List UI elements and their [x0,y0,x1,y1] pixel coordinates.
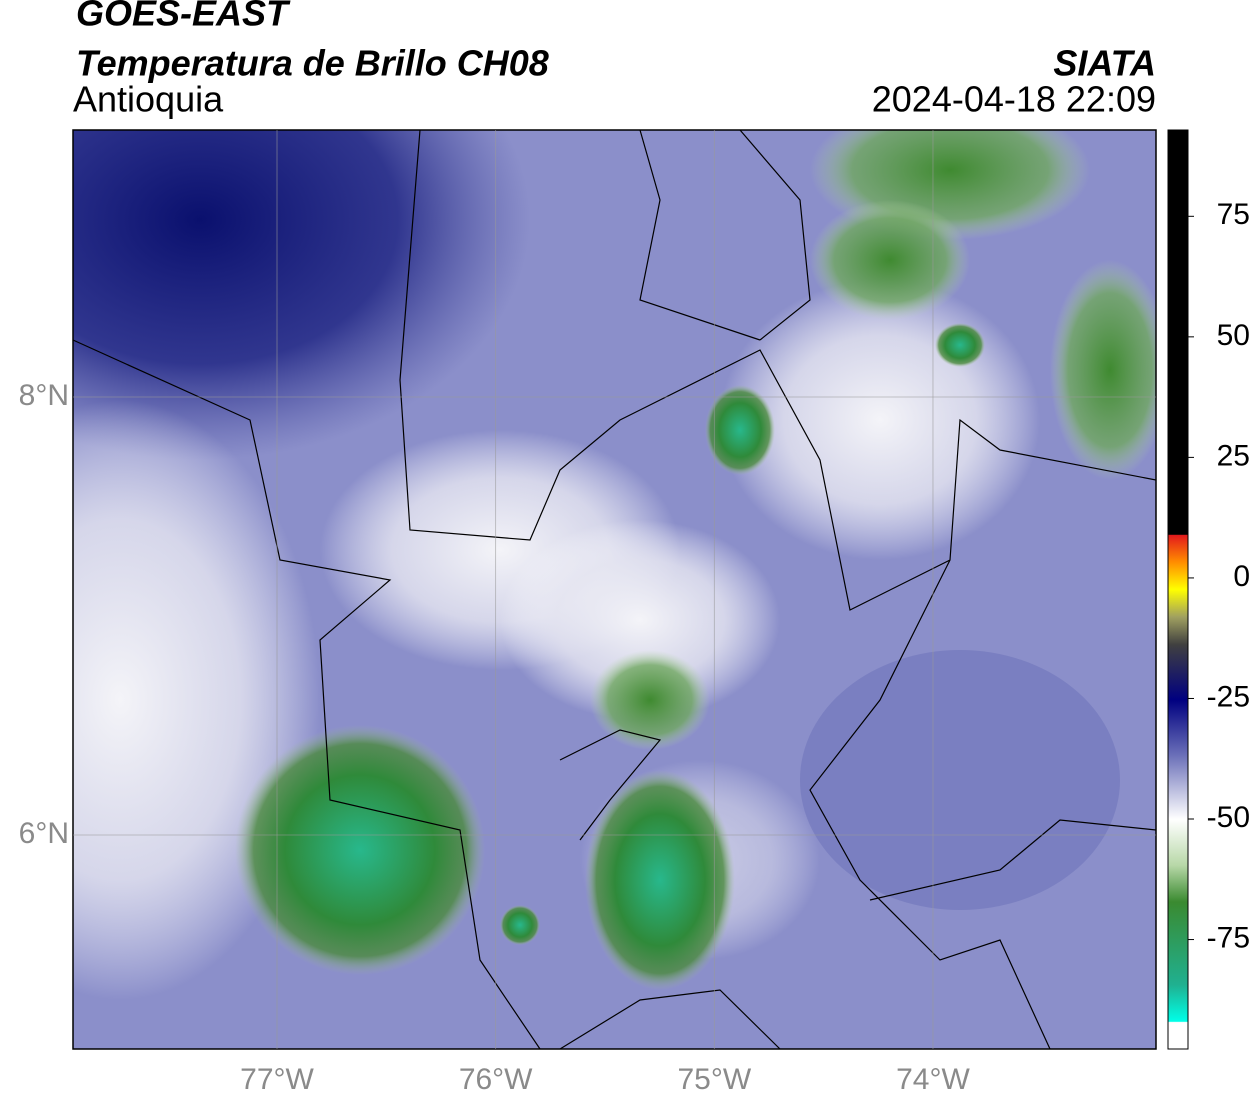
x-tick-label: 74°W [896,1063,970,1096]
y-tick-label: 6°N [19,817,69,850]
satellite-image [73,130,1156,1049]
x-tick-label: 75°W [677,1063,751,1096]
colorbar-tick-label: -25 [1207,680,1250,713]
borders [73,130,1156,1049]
x-tick-label: 77°W [240,1063,314,1096]
colorbar [1167,129,1189,1050]
source: SIATA [1053,43,1156,84]
title: GOES-EAST [76,0,291,34]
y-tick-label: 8°N [19,379,69,412]
colorbar-tick-label: 50 [1217,319,1250,352]
colorbar-tick-label: 25 [1217,439,1250,472]
map-frame [72,129,1157,1050]
colorbar-tick-label: -75 [1207,921,1250,954]
region: Antioquia [73,79,224,120]
subtitle: Temperatura de Brillo CH08 [76,43,549,84]
x-tick-label: 76°W [459,1063,533,1096]
timestamp: 2024-04-18 22:09 [872,79,1156,120]
colorbar-tick-label: 75 [1217,198,1250,231]
colorbar-tick-label: 0 [1233,560,1250,593]
colorbar-tick-label: -50 [1207,801,1250,834]
